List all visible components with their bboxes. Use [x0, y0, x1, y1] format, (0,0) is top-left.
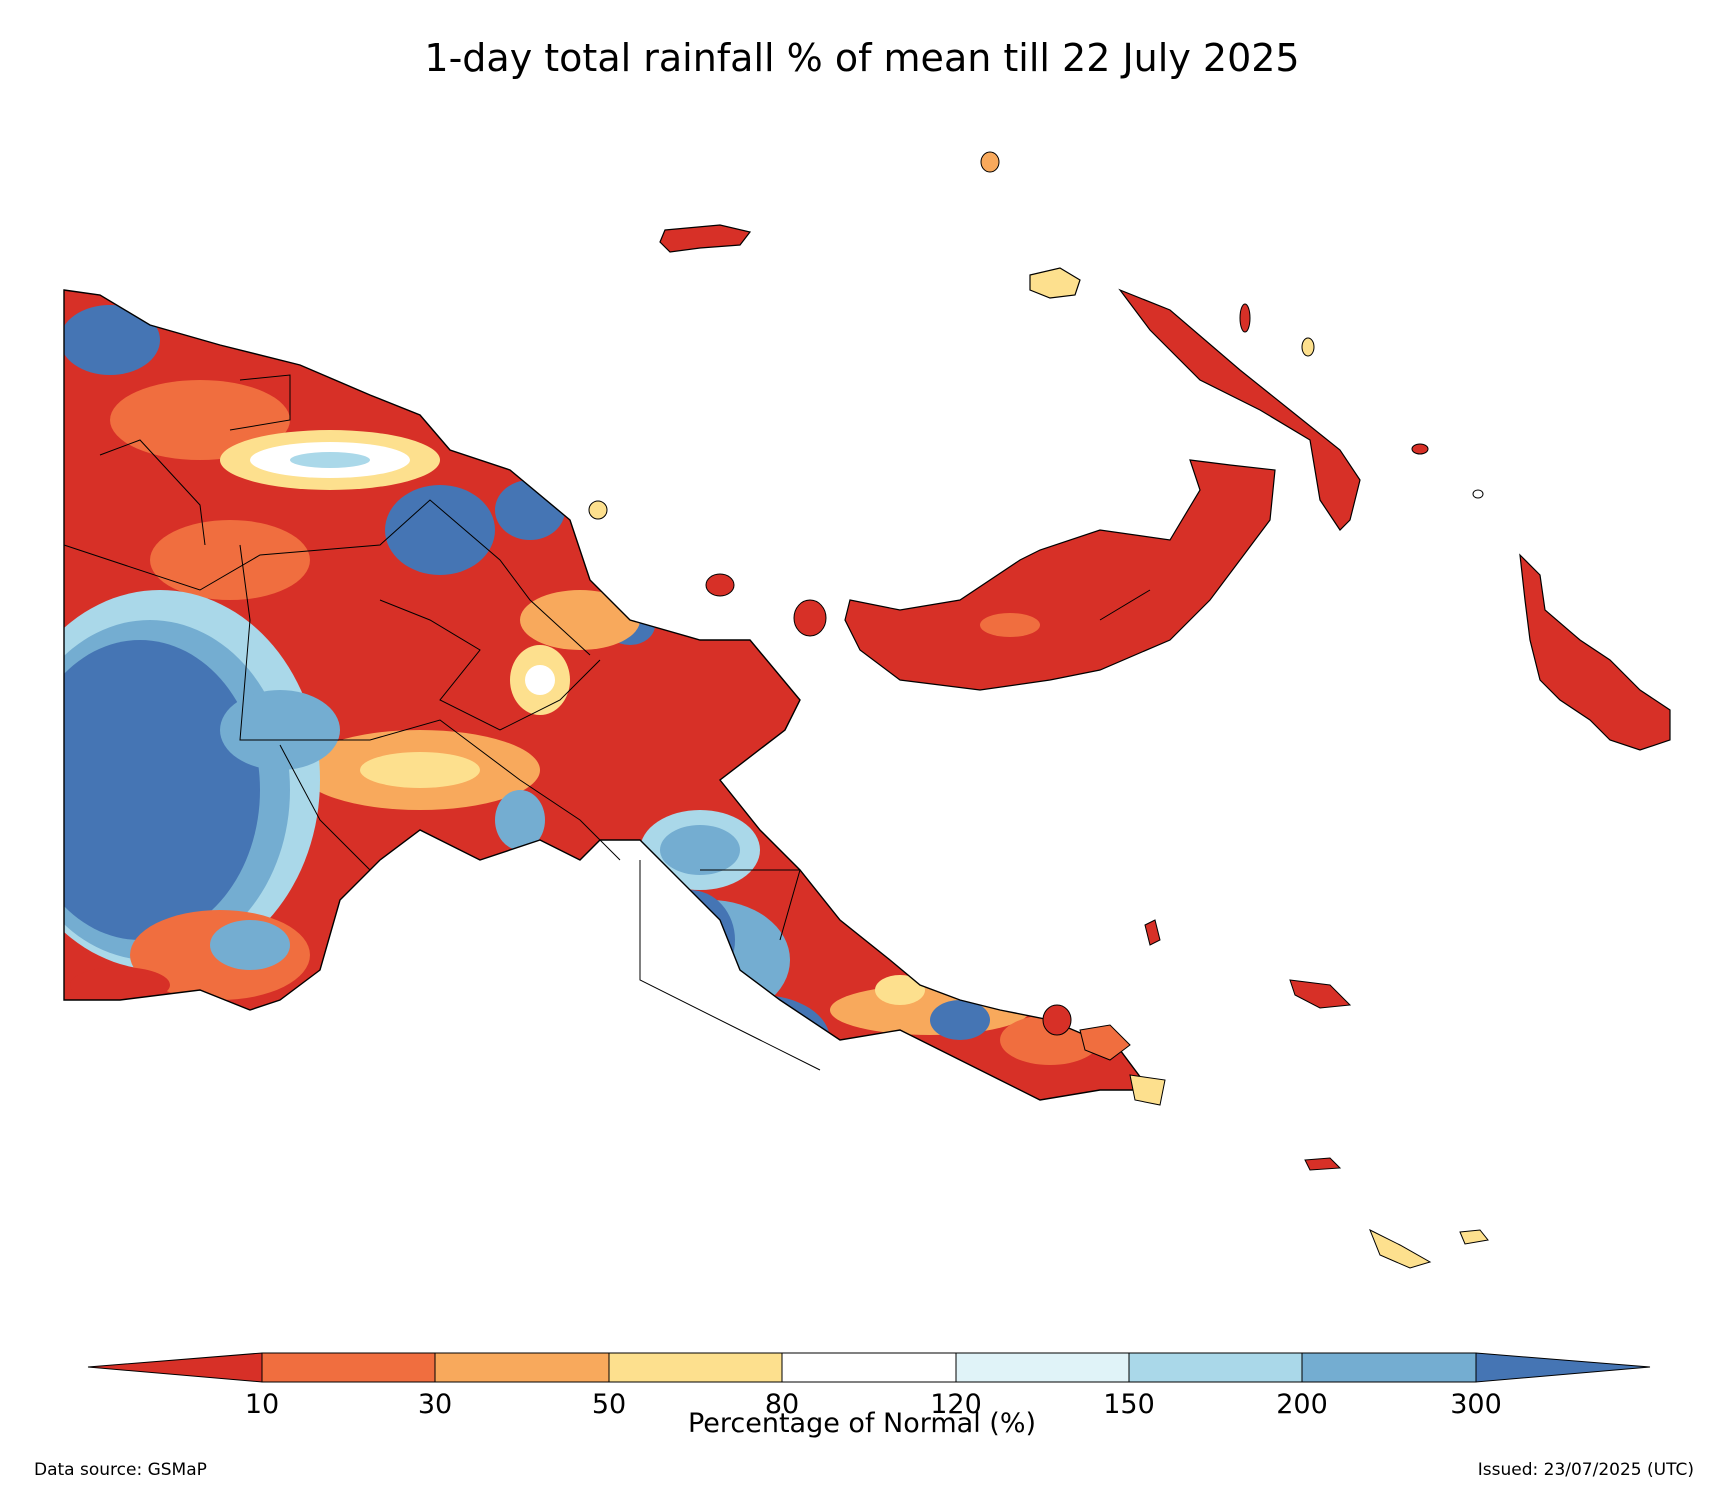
- new-britain-island: [844, 459, 1276, 691]
- colorbar-arrow-high: [1475, 1352, 1651, 1383]
- colorbar-segment: [261, 1352, 436, 1383]
- bougainville-island: [1519, 553, 1671, 751]
- karkar-island: [588, 151, 1484, 637]
- colorbar-tick-label: 200: [1276, 1389, 1328, 1420]
- issued-date-note: Issued: 23/07/2025 (UTC): [1477, 1460, 1694, 1480]
- colorbar-arrow-low: [87, 1352, 263, 1383]
- colorbar-tick-label: 300: [1450, 1389, 1502, 1420]
- colorbar-tick-label: 30: [418, 1389, 452, 1420]
- colorbar-tick-label: 50: [592, 1389, 626, 1420]
- colorbar-tick-label: 10: [245, 1389, 279, 1420]
- colorbar-segment: [1128, 1352, 1303, 1383]
- colorbar-label: Percentage of Normal (%): [687, 1408, 1037, 1439]
- map-title: 1-day total rainfall % of mean till 22 J…: [424, 36, 1300, 80]
- colorbar-ticks: 10 30 50 80 120 150 200 300: [245, 1389, 1502, 1420]
- colorbar-tick-label: 120: [930, 1389, 982, 1420]
- colorbar-segment: [434, 1352, 610, 1383]
- colorbar-tick-label: 80: [765, 1389, 799, 1420]
- colorbar-tick-label: 150: [1103, 1389, 1155, 1420]
- colorbar-segment: [955, 1352, 1130, 1383]
- colorbar-segments: [87, 1352, 1651, 1383]
- milne-bay-islands: [1042, 919, 1489, 1269]
- new-ireland-island: [1118, 288, 1361, 531]
- new-hanover-island: [1029, 267, 1081, 299]
- colorbar-segment: [608, 1352, 783, 1383]
- colorbar-segment: [1301, 1352, 1477, 1383]
- data-source-note: Data source: GSMaP: [34, 1460, 207, 1480]
- colorbar-segment: [781, 1352, 957, 1383]
- manus-island: [659, 224, 752, 253]
